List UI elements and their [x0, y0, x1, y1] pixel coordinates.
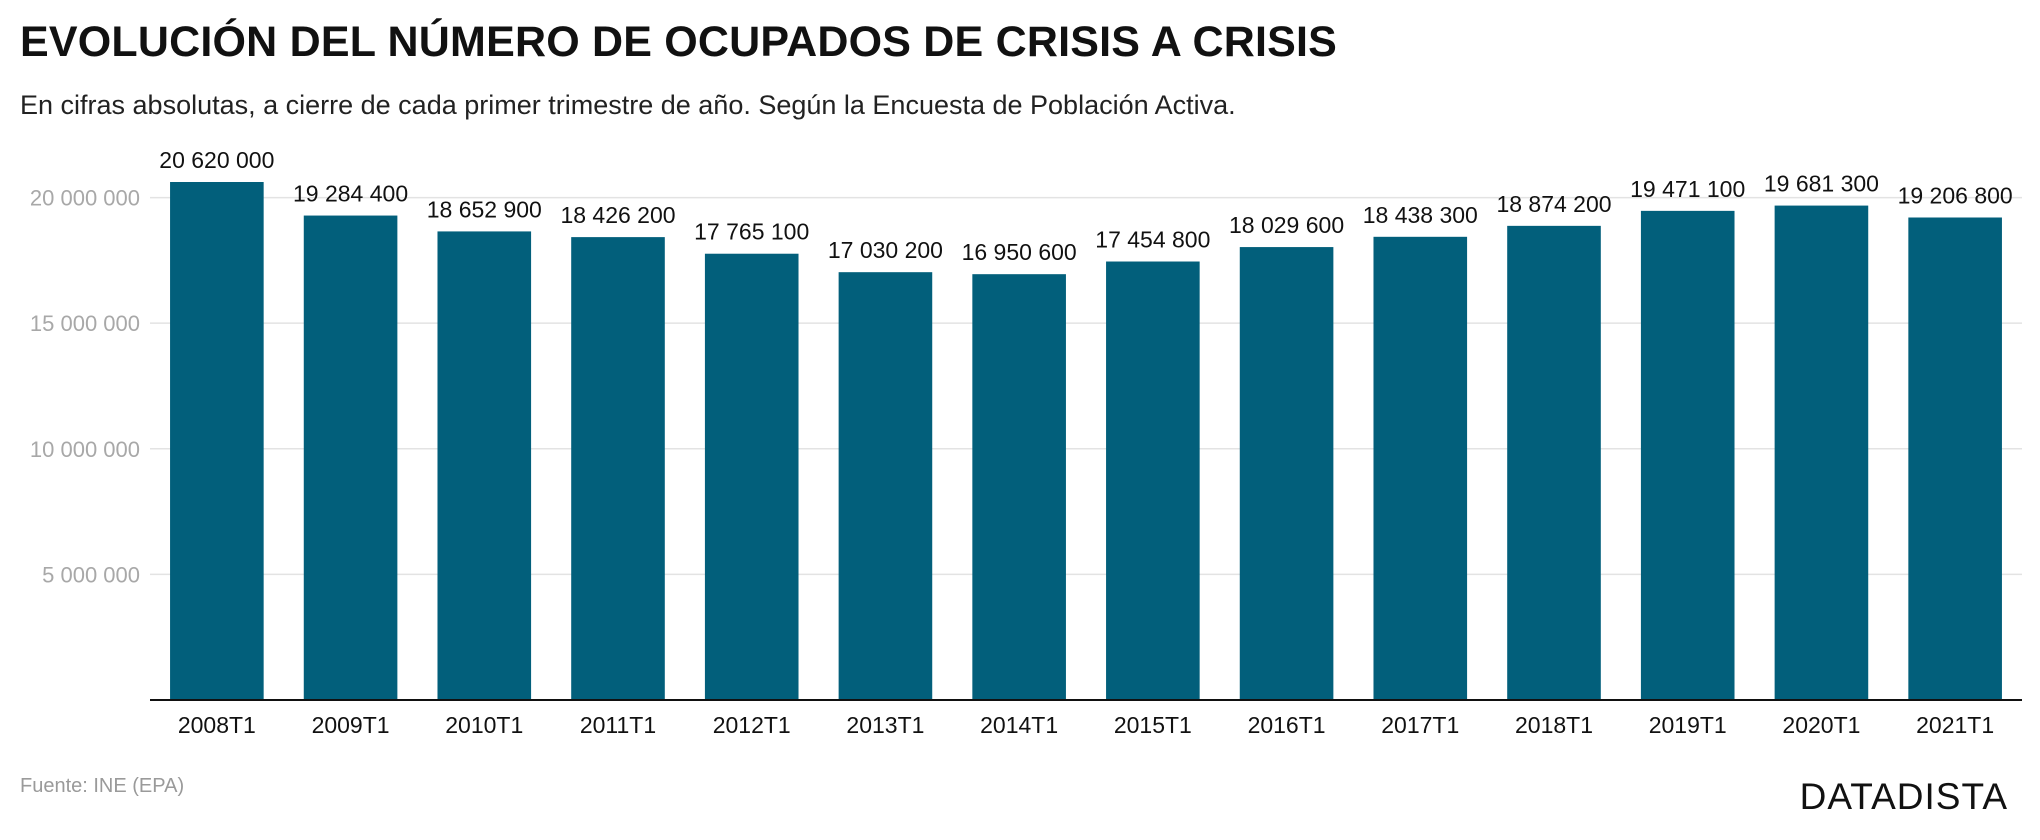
- bar-value-label: 18 874 200: [1496, 191, 1611, 217]
- x-tick-label: 2018T1: [1515, 712, 1593, 738]
- x-tick-label: 2015T1: [1114, 712, 1192, 738]
- gridlines: [150, 196, 2022, 576]
- x-axis-ticks: 2008T1 2009T1 2010T1 2011T1 2012T1 2013T1 2014…: [178, 712, 1994, 738]
- bar: [704, 253, 799, 700]
- x-tick-label: 2017T1: [1381, 712, 1459, 738]
- bar-value-label: 18 426 200: [560, 202, 675, 228]
- brand-logo: DATADISTA: [1799, 776, 2008, 817]
- bar-value-label: 18 029 600: [1229, 212, 1344, 238]
- bar: [1239, 247, 1334, 700]
- bar: [1908, 217, 2002, 700]
- value-labels: 20 620 000 19 284 400 18 652 900 18 426 200…: [159, 147, 2012, 265]
- bar: [1640, 210, 1735, 700]
- bar-value-label: 20 620 000: [159, 147, 274, 173]
- bar: [1507, 225, 1601, 700]
- x-tick-label: 2010T1: [445, 712, 523, 738]
- bar: [303, 215, 398, 700]
- bar-value-label: 19 471 100: [1630, 176, 1745, 202]
- bar-value-label: 18 652 900: [427, 196, 542, 222]
- x-tick-label: 2009T1: [312, 712, 390, 738]
- y-tick-label: 20 000 000: [30, 186, 140, 211]
- y-tick-label: 10 000 000: [30, 437, 140, 462]
- x-tick-label: 2021T1: [1916, 712, 1994, 738]
- bar-value-label: 18 438 300: [1363, 202, 1478, 228]
- bar-value-label: 17 454 800: [1095, 227, 1210, 253]
- chart-subtitle: En cifras absolutas, a cierre de cada pr…: [20, 90, 1236, 120]
- x-tick-label: 2019T1: [1649, 712, 1727, 738]
- bar-value-label: 19 206 800: [1898, 183, 2013, 209]
- bar-value-label: 19 284 400: [293, 181, 408, 207]
- bar: [1373, 236, 1468, 700]
- x-tick-label: 2020T1: [1782, 712, 1860, 738]
- x-tick-label: 2012T1: [713, 712, 791, 738]
- bar-value-label: 17 765 100: [694, 219, 809, 245]
- bar-value-label: 16 950 600: [962, 239, 1077, 265]
- bar-value-label: 17 030 200: [828, 237, 943, 263]
- bar: [1106, 261, 1200, 700]
- bar: [571, 237, 665, 701]
- chart-title: EVOLUCIÓN DEL NÚMERO DE OCUPADOS DE CRIS…: [20, 18, 1338, 66]
- y-tick-label: 15 000 000: [30, 311, 140, 336]
- y-tick-label: 5 000 000: [42, 562, 140, 587]
- x-tick-label: 2008T1: [178, 712, 256, 738]
- bar: [972, 274, 1066, 700]
- bars: [170, 182, 2002, 701]
- bar: [170, 182, 264, 700]
- y-axis-ticks: 5 000 000 10 000 000 15 000 000 20 000 000: [30, 186, 140, 588]
- x-tick-label: 2016T1: [1248, 712, 1326, 738]
- bar: [1774, 205, 1869, 701]
- bar: [437, 231, 532, 700]
- x-tick-label: 2013T1: [846, 712, 924, 738]
- bar-value-label: 19 681 300: [1764, 171, 1879, 197]
- x-tick-label: 2011T1: [580, 712, 656, 738]
- bar: [838, 272, 933, 700]
- source-note: Fuente: INE (EPA): [20, 775, 185, 797]
- x-tick-label: 2014T1: [980, 712, 1058, 738]
